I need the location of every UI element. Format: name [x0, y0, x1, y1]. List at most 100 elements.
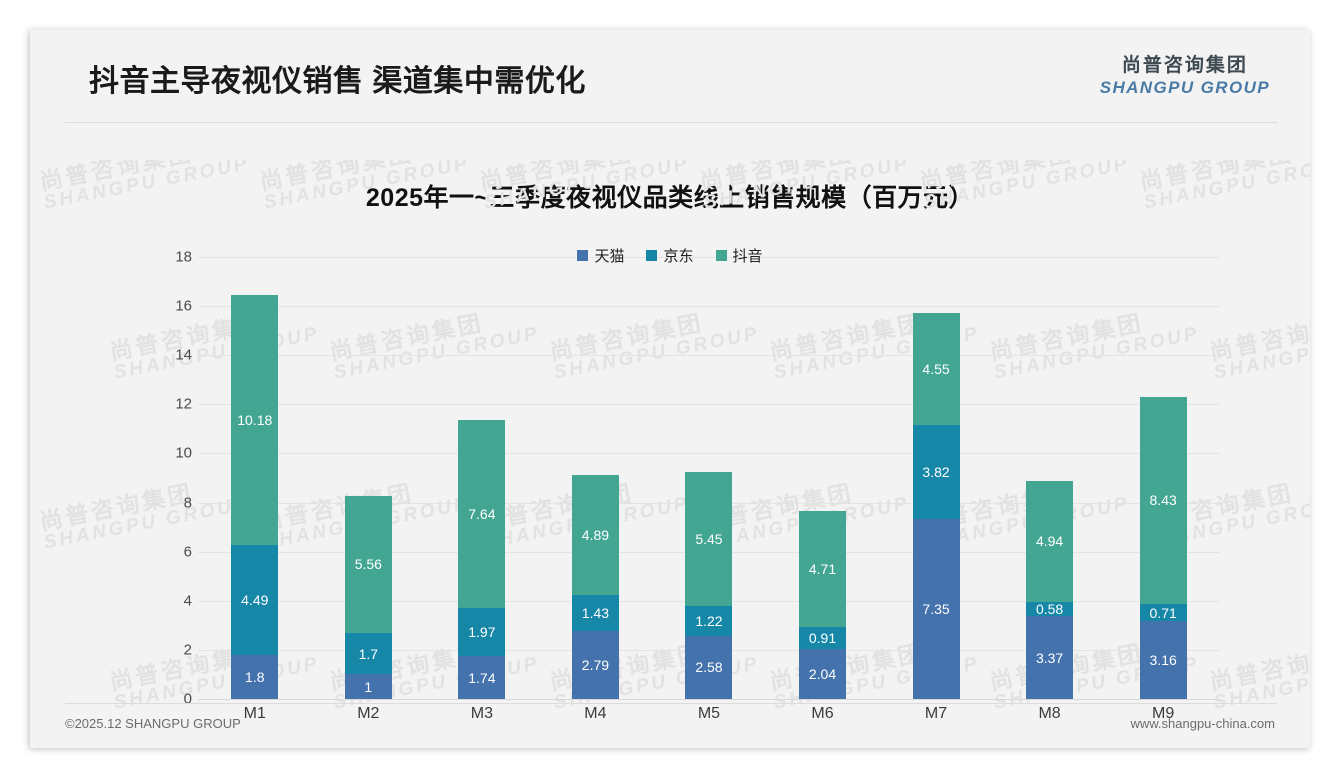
gridline: [198, 355, 1220, 357]
bar-segment-天猫-M7[interactable]: 7.35: [912, 518, 960, 699]
bar-group-M7[interactable]: 4.55 3.82 7.35: [912, 257, 960, 699]
bar-segment-京东-M9[interactable]: 0.71: [1139, 603, 1187, 622]
bar-group-M4[interactable]: 4.89 1.43 2.79: [571, 257, 619, 699]
bar-segment-京东-M2[interactable]: 1.7: [344, 632, 392, 675]
y-axis-tick-label: 4: [183, 592, 192, 610]
bar-segment-天猫-M8[interactable]: 3.37: [1026, 616, 1074, 699]
bar-value-label: 2.79: [581, 656, 610, 673]
bar-value-label: 3.16: [1149, 652, 1177, 669]
gridline: [198, 257, 1220, 258]
bar-value-label: 10.18: [237, 411, 273, 428]
bar-value-label: 0.58: [1035, 601, 1064, 618]
x-axis-tick-M7: M7: [924, 705, 948, 722]
bar-group-M5[interactable]: 5.45 1.22 2.58: [685, 257, 733, 699]
bar-segment-抖音-M2[interactable]: 5.56: [344, 496, 392, 633]
bar-segment-抖音-M4[interactable]: 4.89: [571, 475, 619, 596]
bar-segment-抖音-M8[interactable]: 4.94: [1026, 480, 1074, 603]
bar-value-label: 1.8: [245, 668, 265, 685]
page-title: 抖音主导夜视仪销售 渠道集中需优化: [89, 65, 586, 98]
bar-segment-京东-M3[interactable]: 1.97: [458, 607, 506, 657]
x-axis-tick-M3: M3: [470, 705, 493, 722]
bar-value-label: 2.58: [695, 659, 723, 676]
bar-group-M9[interactable]: 8.43 0.71 3.16: [1139, 257, 1187, 699]
footer-website: www.shangpu-china.com: [1130, 715, 1275, 731]
bar-value-label: 1.22: [695, 612, 723, 629]
bar-segment-京东-M8[interactable]: 0.58: [1026, 601, 1074, 618]
bar-value-label: 7.35: [922, 600, 950, 617]
chart-plot-area: 18 16 14 12 10 8 6 4 2 0 10.18 4.49 1.8 5.56 1.7 1 7.64…: [168, 249, 1228, 722]
bar-value-label: 4.94: [1035, 533, 1064, 550]
bar-segment-京东-M6[interactable]: 0.91: [799, 626, 846, 649]
legend-label: 天猫: [594, 248, 625, 265]
logo-english-text: SHANGPU GROUP: [1099, 78, 1270, 97]
bar-value-label: 7.64: [468, 506, 496, 523]
bar-segment-天猫-M5[interactable]: 2.58: [685, 635, 733, 699]
legend-item-抖音[interactable]: 抖音: [715, 245, 763, 266]
bar-group-M6[interactable]: 4.71 0.91 2.04: [799, 257, 846, 699]
y-axis-tick-label: 2: [183, 641, 192, 659]
slide-footer: ©2025.12 SHANGPU GROUP www.shangpu-china…: [65, 710, 1275, 736]
bar-segment-天猫-M4[interactable]: 2.79: [571, 630, 619, 699]
bar-segment-天猫-M2[interactable]: 1: [344, 674, 392, 699]
legend-item-天猫[interactable]: 天猫: [577, 245, 624, 266]
bar-segment-抖音-M6[interactable]: 4.71: [799, 510, 846, 627]
bar-segment-抖音-M9[interactable]: 8.43: [1139, 396, 1187, 604]
legend-swatch-icon: [715, 250, 727, 261]
y-axis-tick-label: 16: [175, 297, 192, 315]
y-axis-tick-label: 8: [183, 494, 192, 512]
x-axis-baseline: [198, 699, 1220, 700]
bar-value-label: 5.56: [354, 556, 382, 573]
bar-value-label: 4.55: [922, 360, 950, 377]
header-divider: [65, 122, 1278, 123]
bar-segment-天猫-M1[interactable]: 1.8: [231, 654, 279, 699]
legend-label: 京东: [663, 248, 694, 265]
chart-title: 2025年一~三季度夜视仪品类线上销售规模（百万元）: [365, 184, 975, 212]
bar-segment-天猫-M3[interactable]: 1.74: [458, 656, 506, 699]
bar-value-label: 5.45: [695, 530, 723, 547]
bar-group-M8[interactable]: 4.94 0.58 3.37: [1026, 257, 1074, 699]
x-axis-tick-M9: M9: [1152, 705, 1175, 722]
bar-value-label: 2.04: [808, 665, 837, 682]
footer-divider: [65, 703, 1278, 704]
y-axis-tick-label: 18: [175, 248, 192, 266]
legend-swatch-icon: [646, 250, 658, 261]
bar-value-label: 0.71: [1149, 604, 1177, 621]
gridline: [198, 453, 1220, 455]
bar-segment-抖音-M1[interactable]: 10.18: [231, 294, 279, 545]
bar-segment-京东-M7[interactable]: 3.82: [912, 424, 960, 519]
bar-segment-抖音-M5[interactable]: 5.45: [685, 471, 733, 606]
x-axis-tick-M8: M8: [1038, 705, 1061, 722]
bar-series-container: 10.18 4.49 1.8 5.56 1.7 1 7.64 1.97 1.74 4.89 1.43…: [198, 257, 1220, 699]
bar-segment-天猫-M6[interactable]: 2.04: [799, 648, 846, 699]
bar-segment-京东-M1[interactable]: 4.49: [231, 544, 279, 655]
bar-value-label: 8.43: [1149, 492, 1177, 509]
bar-value-label: 1.74: [468, 669, 496, 686]
bar-group-M1[interactable]: 10.18 4.49 1.8: [231, 257, 279, 699]
bar-value-label: 1.97: [468, 624, 496, 641]
x-axis-tick-M1: M1: [243, 705, 266, 722]
bar-segment-京东-M5[interactable]: 1.22: [685, 605, 733, 636]
y-axis-tick-label: 6: [183, 543, 192, 561]
x-axis-tick-M5: M5: [697, 705, 721, 722]
bar-value-label: 1.7: [358, 645, 379, 662]
bar-value-label: 4.49: [241, 591, 269, 608]
bar-segment-天猫-M9[interactable]: 3.16: [1139, 621, 1187, 699]
legend-item-京东[interactable]: 京东: [646, 245, 694, 266]
y-axis-tick-label: 14: [175, 346, 192, 364]
bar-segment-京东-M4[interactable]: 1.43: [571, 595, 619, 631]
bar-segment-抖音-M3[interactable]: 7.64: [458, 420, 506, 608]
bar-value-label: 1.43: [581, 604, 610, 621]
slide-header: 抖音主导夜视仪销售 渠道集中需优化 尚普咨询集团 SHANGPU GROUP: [30, 30, 1310, 122]
gridline: [198, 404, 1220, 406]
bar-value-label: 1: [364, 678, 373, 695]
bar-value-label: 4.71: [808, 560, 837, 577]
bar-group-M3[interactable]: 7.64 1.97 1.74: [458, 257, 506, 699]
brand-logo: 尚普咨询集团 SHANGPU GROUP: [1100, 56, 1270, 96]
bar-value-label: 3.82: [922, 463, 950, 480]
bar-group-M2[interactable]: 5.56 1.7 1: [344, 257, 392, 699]
y-axis-tick-label: 0: [183, 690, 192, 708]
bar-value-label: 4.89: [581, 527, 610, 544]
x-axis-tick-M6: M6: [811, 705, 834, 722]
slide-canvas: 抖音主导夜视仪销售 渠道集中需优化 尚普咨询集团 SHANGPU GROUP 2…: [30, 30, 1310, 748]
bar-segment-抖音-M7[interactable]: 4.55: [912, 313, 960, 425]
